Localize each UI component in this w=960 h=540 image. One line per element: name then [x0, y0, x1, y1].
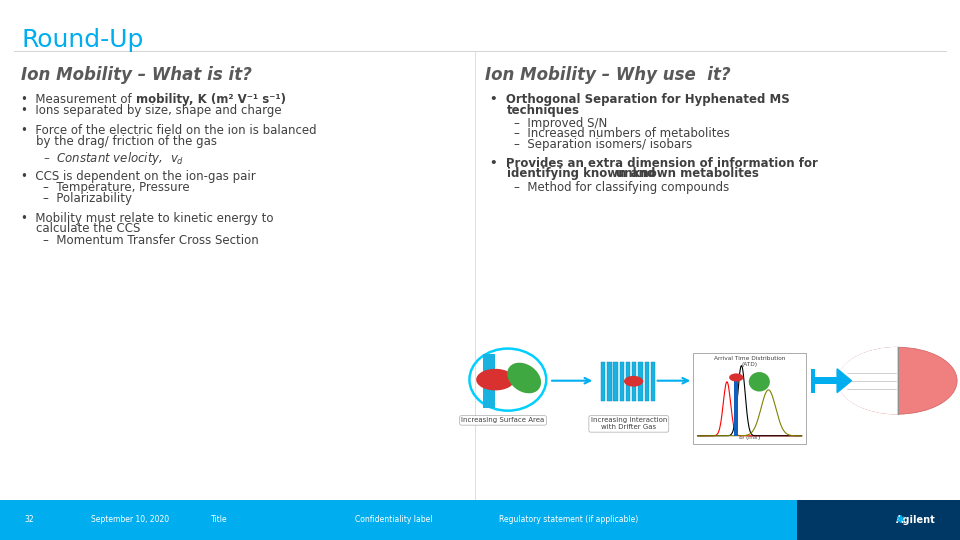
- Bar: [638, 362, 643, 401]
- Ellipse shape: [749, 372, 770, 391]
- Text: •  Ions separated by size, shape and charge: • Ions separated by size, shape and char…: [21, 104, 281, 117]
- Bar: [693, 353, 806, 444]
- Text: •  Force of the electric field on the ion is balanced: • Force of the electric field on the ion…: [21, 124, 317, 137]
- Text: –  Improved S/N: – Improved S/N: [514, 117, 607, 130]
- Text: by the drag/ friction of the gas: by the drag/ friction of the gas: [36, 135, 218, 148]
- Bar: [811, 377, 837, 384]
- Text: Round-Up: Round-Up: [21, 28, 143, 52]
- Text: September 10, 2020: September 10, 2020: [91, 515, 169, 524]
- Text: –  Polarizability: – Polarizability: [43, 192, 132, 205]
- Bar: [632, 362, 636, 401]
- Bar: [0, 500, 960, 540]
- Text: Regulatory statement (if applicable): Regulatory statement (if applicable): [499, 515, 638, 524]
- Text: •  Mobility must relate to kinetic energy to: • Mobility must relate to kinetic energy…: [21, 212, 274, 225]
- Text: •  Provides an extra dimension of information for: • Provides an extra dimension of informa…: [490, 157, 818, 170]
- Text: •  Orthogonal Separation for Hyphenated MS: • Orthogonal Separation for Hyphenated M…: [490, 93, 789, 106]
- Text: techniques: techniques: [507, 104, 580, 117]
- Text: Confidentiality label: Confidentiality label: [355, 515, 433, 524]
- Wedge shape: [837, 347, 898, 415]
- Text: •  CCS is dependent on the ion-gas pair: • CCS is dependent on the ion-gas pair: [21, 170, 256, 183]
- Text: –  Constant velocity,  $v_d$: – Constant velocity, $v_d$: [43, 150, 184, 167]
- Text: Ion Mobility – What is it?: Ion Mobility – What is it?: [21, 66, 252, 84]
- Text: –  Separation isomers/ isobars: – Separation isomers/ isobars: [514, 138, 692, 151]
- Bar: [651, 362, 655, 401]
- Bar: [601, 362, 605, 401]
- Bar: [483, 354, 495, 408]
- Bar: [607, 362, 612, 401]
- Bar: [613, 362, 618, 401]
- Text: Increasing Surface Area: Increasing Surface Area: [462, 417, 544, 423]
- Bar: [645, 362, 649, 401]
- Bar: [811, 369, 815, 393]
- Text: Arrival Time Distribution
(ATD): Arrival Time Distribution (ATD): [714, 356, 785, 367]
- Bar: [626, 362, 630, 401]
- Text: Agilent: Agilent: [897, 515, 936, 525]
- Text: identifying known and: identifying known and: [507, 167, 660, 180]
- Text: ✱: ✱: [896, 515, 905, 525]
- Text: calculate the CCS: calculate the CCS: [36, 222, 141, 235]
- Circle shape: [476, 369, 515, 390]
- Polygon shape: [837, 369, 852, 393]
- Text: 32: 32: [24, 515, 34, 524]
- Circle shape: [838, 347, 957, 414]
- Text: mobility, K (m² V⁻¹ s⁻¹): mobility, K (m² V⁻¹ s⁻¹): [136, 93, 286, 106]
- Bar: [620, 362, 624, 401]
- Text: •  Measurement of: • Measurement of: [21, 93, 135, 106]
- Bar: [734, 379, 738, 436]
- Text: –  Method for classifying compounds: – Method for classifying compounds: [514, 181, 729, 194]
- Text: $t_d$ (ms): $t_d$ (ms): [738, 433, 761, 442]
- Ellipse shape: [507, 363, 541, 393]
- Circle shape: [729, 374, 743, 381]
- Text: Title: Title: [211, 515, 228, 524]
- Text: –  Momentum Transfer Cross Section: – Momentum Transfer Cross Section: [43, 234, 259, 247]
- Bar: [749, 500, 797, 540]
- Bar: [797, 500, 960, 540]
- Text: –  Increased numbers of metabolites: – Increased numbers of metabolites: [514, 127, 730, 140]
- Text: –  Temperature, Pressure: – Temperature, Pressure: [43, 181, 190, 194]
- Text: Increasing Interaction
with Drifter Gas: Increasing Interaction with Drifter Gas: [590, 417, 667, 430]
- Text: unknown metabolites: unknown metabolites: [616, 167, 759, 180]
- Circle shape: [624, 376, 643, 387]
- Text: Ion Mobility – Why use  it?: Ion Mobility – Why use it?: [485, 66, 731, 84]
